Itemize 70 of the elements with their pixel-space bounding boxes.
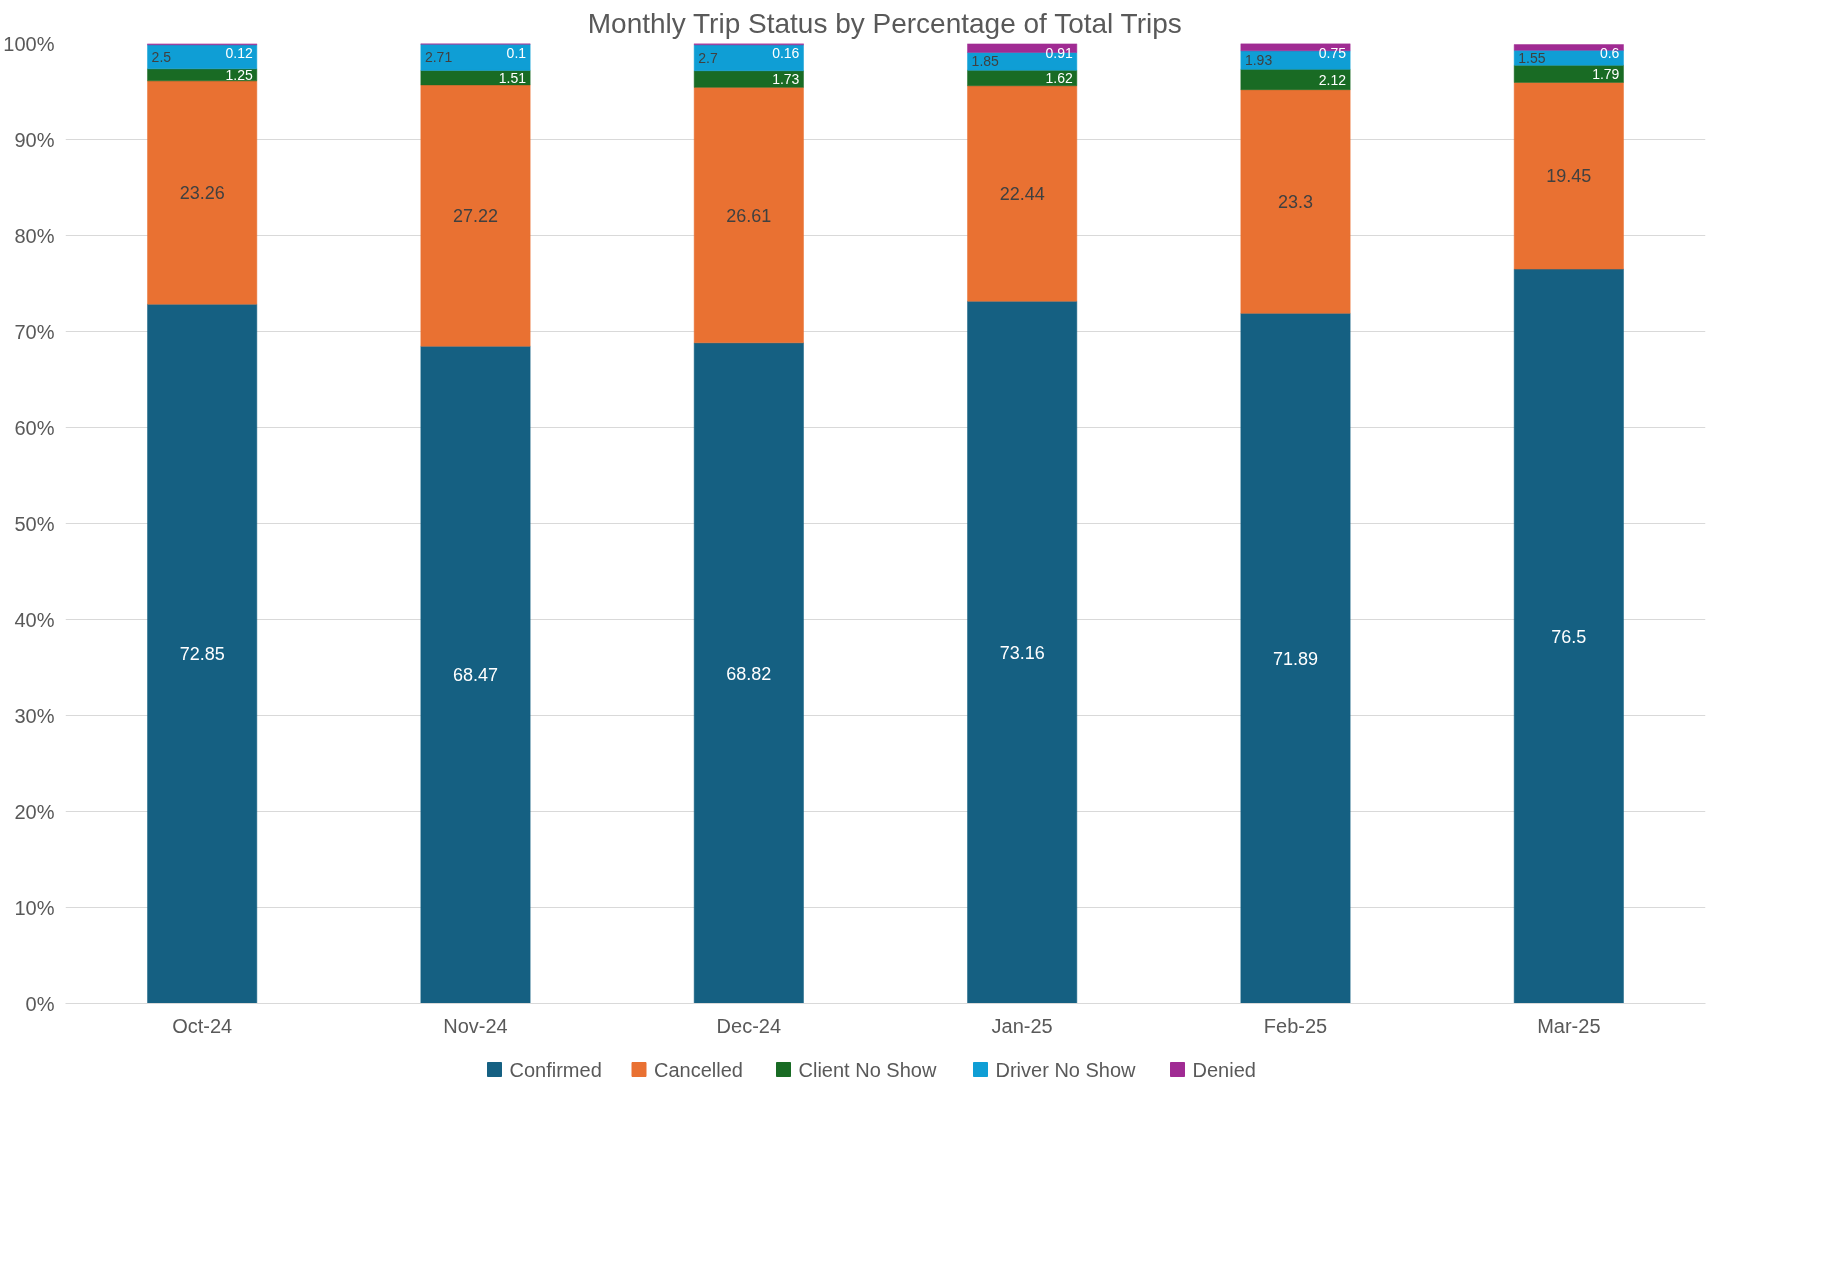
data-label: 23.3 — [1277, 192, 1314, 213]
chart-title: Monthly Trip Status by Percentage of Total Trips — [587, 7, 1182, 39]
y-tick-label: 50% — [14, 512, 55, 535]
bar — [420, 70, 531, 86]
data-label: 22.44 — [999, 183, 1045, 204]
bar — [693, 342, 804, 1004]
x-tick-label: Oct-24 — [172, 1014, 233, 1037]
legend-label: Confirmed — [509, 1058, 602, 1081]
y-tick-label: 100% — [3, 32, 55, 55]
y-tick-label: 90% — [14, 128, 55, 151]
data-label: 2.7 — [698, 49, 718, 66]
x-tick-label: Dec-24 — [716, 1014, 782, 1037]
data-label: 2.71 — [424, 49, 453, 66]
data-label: 0.16 — [772, 44, 800, 61]
y-tick-label: 80% — [14, 224, 55, 247]
bar — [1240, 89, 1351, 314]
data-label: 68.82 — [726, 663, 772, 684]
data-label: 26.61 — [726, 205, 772, 226]
bar — [147, 44, 258, 70]
bar — [420, 44, 531, 71]
data-label: 1.55 — [1518, 49, 1546, 66]
bar — [967, 85, 1078, 302]
x-tick-label: Nov-24 — [443, 1014, 508, 1037]
legend-label: Denied — [1192, 1058, 1256, 1081]
bar — [693, 44, 804, 72]
bar — [693, 87, 804, 344]
bar — [693, 70, 804, 88]
bar — [420, 345, 531, 1004]
y-tick-label: 60% — [14, 416, 55, 439]
bar — [420, 84, 531, 347]
data-label: 0.91 — [1045, 44, 1073, 61]
x-tick-label: Mar-25 — [1537, 1014, 1601, 1037]
data-label: 71.89 — [1272, 648, 1319, 669]
bar — [967, 300, 1078, 1004]
data-label: 1.73 — [772, 71, 800, 88]
data-label: 72.85 — [179, 644, 225, 665]
y-tick-label: 30% — [14, 704, 55, 727]
data-label: 2.12 — [1318, 71, 1347, 88]
bar — [147, 80, 258, 305]
x-tick-label: Jan-25 — [991, 1014, 1053, 1037]
data-label: 1.79 — [1592, 65, 1620, 82]
data-label: 1.85 — [971, 53, 1000, 70]
data-label: 0.1 — [506, 44, 527, 61]
x-tick-label: Feb-25 — [1263, 1014, 1328, 1037]
data-label: 27.22 — [452, 206, 499, 227]
legend-label: Cancelled — [654, 1058, 743, 1081]
data-label: 23.26 — [179, 182, 225, 203]
bar — [1513, 82, 1624, 270]
data-label: 73.16 — [999, 642, 1045, 663]
legend-label: Client No Show — [798, 1058, 937, 1081]
data-label: 68.47 — [452, 665, 499, 686]
y-tick-label: 20% — [14, 800, 55, 823]
bar — [147, 303, 258, 1004]
data-label: 76.5 — [1551, 626, 1587, 647]
data-label: 0.12 — [225, 44, 253, 61]
bar — [1513, 268, 1624, 1004]
data-label: 1.51 — [498, 69, 527, 86]
data-label: 1.93 — [1244, 52, 1273, 69]
y-tick-label: 10% — [14, 896, 55, 919]
data-label: 2.5 — [151, 48, 172, 65]
bar — [1240, 313, 1351, 1004]
y-tick-label: 0% — [25, 992, 55, 1015]
legend-label: Driver No Show — [995, 1058, 1137, 1081]
y-tick-label: 40% — [14, 608, 55, 631]
bar — [1240, 69, 1351, 90]
data-label: 19.45 — [1546, 166, 1592, 187]
data-label: 1.25 — [225, 66, 253, 83]
y-tick-label: 70% — [14, 320, 55, 343]
bar — [1513, 64, 1624, 83]
data-label: 1.62 — [1045, 69, 1073, 86]
